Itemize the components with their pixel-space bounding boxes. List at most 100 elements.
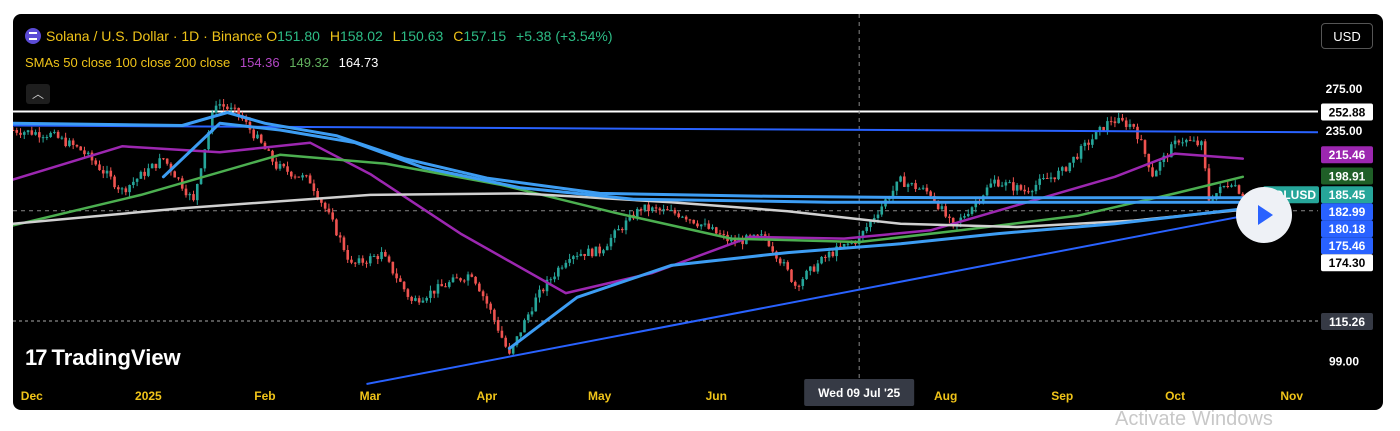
candle-body <box>993 179 996 184</box>
candle-body <box>1128 124 1132 127</box>
currency-button[interactable]: USD <box>1321 23 1373 49</box>
candle-body <box>94 160 98 165</box>
candle-body <box>41 137 45 139</box>
x-tick-label: Oct <box>1165 389 1185 403</box>
candle-body <box>948 216 951 218</box>
candle-body <box>1072 156 1075 163</box>
x-tick-label: Jun <box>706 389 727 403</box>
candle-body <box>64 137 67 147</box>
candle-body <box>921 187 925 189</box>
candle-body <box>1192 140 1196 142</box>
open-value: 151.80 <box>277 28 320 44</box>
candle-body <box>120 188 124 190</box>
candle-body <box>365 262 368 264</box>
price-tag <box>1321 167 1373 185</box>
candle-body <box>1098 126 1102 132</box>
candle-body <box>1158 161 1162 171</box>
candle-body <box>274 161 278 169</box>
candle-body <box>188 194 192 196</box>
candle-body <box>459 278 462 281</box>
candle-body <box>79 146 82 151</box>
symbol-title: Solana / U.S. Dollar · 1D · Binance <box>46 28 263 44</box>
candle-body <box>703 223 707 225</box>
candle-body <box>602 250 605 254</box>
candle-body <box>447 282 451 287</box>
candle-body <box>1057 170 1060 180</box>
price-tag <box>1321 203 1373 221</box>
price-tag-label: 182.99 <box>1329 205 1366 219</box>
candle-body <box>635 209 639 219</box>
candle-body <box>760 234 763 236</box>
candle-body <box>1068 162 1072 172</box>
candle-body <box>1023 189 1026 192</box>
candle-body <box>327 208 331 213</box>
candle-body <box>158 158 161 169</box>
candle-body <box>587 248 590 256</box>
candle-body <box>1136 126 1139 140</box>
candle-body <box>391 261 395 274</box>
candle-body <box>150 163 154 169</box>
candle-body <box>816 263 820 272</box>
candle-body <box>989 183 993 188</box>
close-label: C <box>453 28 464 44</box>
symbol-header[interactable]: Solana / U.S. Dollar · 1D · Binance O151… <box>25 28 619 44</box>
candle-body <box>572 256 575 260</box>
candle-body <box>1132 124 1136 127</box>
candle-body <box>891 190 895 199</box>
candle-body <box>49 132 52 137</box>
candle-body <box>805 270 808 280</box>
candle-body <box>1113 121 1117 124</box>
candle-body <box>1109 121 1113 123</box>
candle-body <box>244 118 248 122</box>
candle-body <box>128 185 131 193</box>
price-chart[interactable]: 275.00 235.00 99.00 252.88 215.46 198.91 185.4… <box>13 14 1383 410</box>
candle-body <box>756 234 759 236</box>
candle-body <box>335 219 338 236</box>
candle-body <box>376 256 380 260</box>
candle-body <box>297 176 301 178</box>
price-tag <box>1321 237 1373 255</box>
candle-body <box>109 170 113 177</box>
candle-body <box>361 258 365 263</box>
candle-body <box>425 297 428 301</box>
candle-body <box>1211 199 1214 201</box>
candle-body <box>617 229 620 231</box>
x-tick-label: May <box>588 389 612 403</box>
candle-body <box>301 175 304 178</box>
candle-body <box>195 183 199 201</box>
candle-body <box>504 337 507 347</box>
candle-body <box>117 187 120 190</box>
candle-body <box>56 131 60 138</box>
crosshair-date-label: Wed 09 Jul '25 <box>818 386 900 400</box>
candle-body <box>733 239 737 243</box>
candle-body <box>410 296 413 301</box>
high-value: 158.02 <box>339 28 383 44</box>
sma-legend[interactable]: SMAs 50 close 100 close 200 close 154.36… <box>25 55 378 70</box>
candle-body <box>1064 167 1068 172</box>
candle-body <box>944 206 947 217</box>
play-button[interactable] <box>1236 187 1292 243</box>
candle-body <box>722 234 726 236</box>
candle-body <box>880 206 884 215</box>
close-value: 157.15 <box>463 28 507 44</box>
candle-body <box>432 290 436 294</box>
candle-body <box>523 320 526 333</box>
candle-body <box>613 230 617 238</box>
candle-body <box>711 227 714 229</box>
sma200-value: 164.73 <box>338 55 379 70</box>
candle-body <box>1139 139 1143 141</box>
candle-body <box>440 284 444 287</box>
price-tag-label: 185.45 <box>1329 188 1366 202</box>
candle-body <box>963 216 966 218</box>
candle-body <box>489 303 492 310</box>
candle-body <box>1030 191 1034 193</box>
candle-body <box>154 163 158 169</box>
candle-body <box>165 158 169 164</box>
x-tick-label: Mar <box>360 389 382 403</box>
candle-body <box>19 132 22 135</box>
price-tag <box>1321 103 1373 121</box>
x-tick-label: Apr <box>477 389 498 403</box>
candle-body <box>414 298 417 301</box>
collapse-legend-button[interactable]: ︿ <box>26 84 50 104</box>
candle-body <box>681 216 684 218</box>
